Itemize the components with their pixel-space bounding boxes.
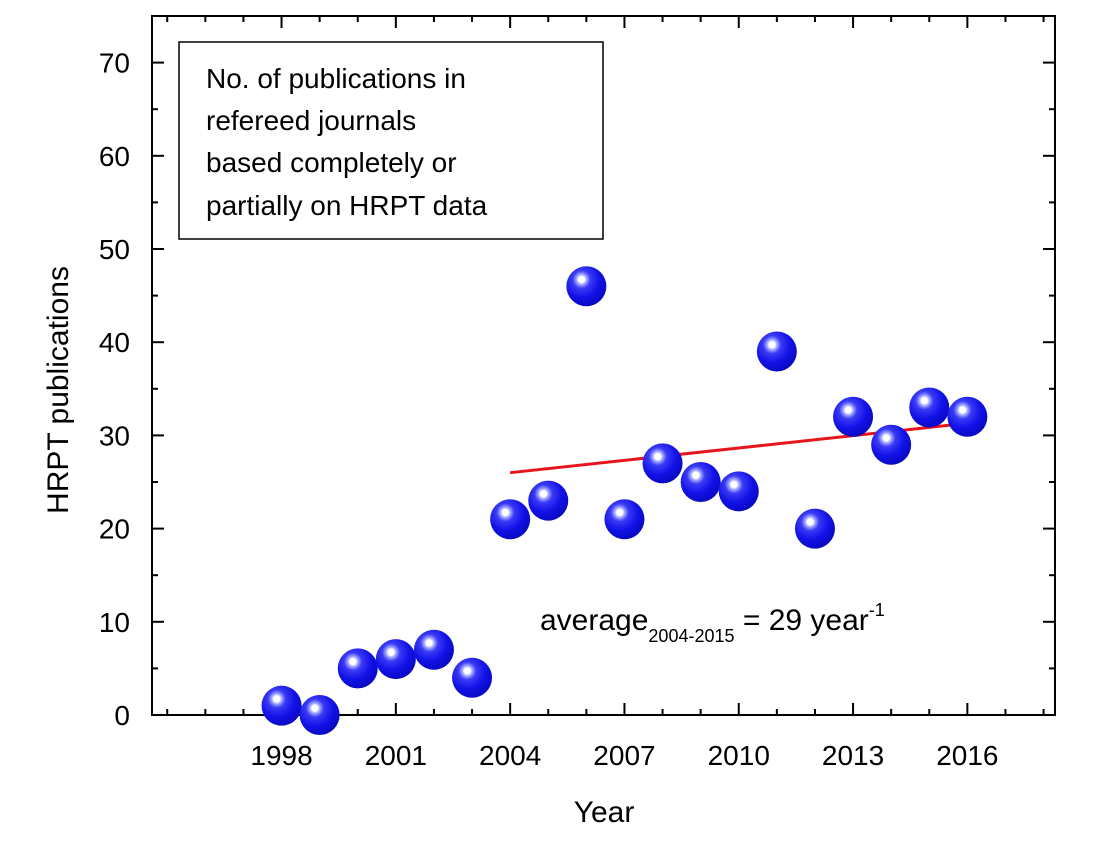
data-point [909, 387, 950, 428]
data-points [261, 266, 988, 735]
average-value: = 29 year [735, 604, 869, 637]
y-tick-label: 0 [114, 700, 130, 731]
data-point [261, 685, 302, 726]
data-point [490, 499, 531, 540]
y-tick-label: 70 [99, 48, 130, 79]
x-tick-label: 2001 [365, 740, 427, 771]
average-superscript: -1 [869, 600, 885, 620]
x-tick-label: 2007 [593, 740, 655, 771]
data-point [604, 499, 645, 540]
data-point [452, 657, 493, 698]
data-point [756, 331, 797, 372]
data-point [337, 648, 378, 689]
average-annotation: average2004-2015 = 29 year-1 [540, 600, 885, 646]
note-line-2: refereed journals [206, 105, 416, 136]
data-point [794, 508, 835, 549]
data-point [528, 480, 569, 521]
note-box-frame [178, 41, 604, 240]
y-tick-label: 60 [99, 141, 130, 172]
note-line-4: partially on HRPT data [206, 190, 488, 221]
x-ticks: 1998 2001 2004 2007 2010 2013 2016 [166, 16, 1045, 771]
y-axis-title: HRPT publications [42, 266, 75, 514]
note-line-3: based completely or [206, 147, 457, 178]
data-point [299, 695, 340, 735]
data-point [871, 424, 912, 465]
average-main: average [540, 604, 648, 637]
y-tick-label: 30 [99, 420, 130, 451]
y-ticks: 0 10 20 30 40 50 60 70 [99, 15, 1055, 731]
plot-frame [151, 15, 1056, 716]
y-tick-label: 50 [99, 234, 130, 265]
data-point [718, 471, 759, 512]
data-point [375, 639, 416, 680]
y-tick-label: 10 [99, 607, 130, 638]
x-tick-label: 2010 [708, 740, 770, 771]
x-tick-label: 2016 [936, 740, 998, 771]
data-point [642, 443, 683, 484]
y-tick-label: 20 [99, 514, 130, 545]
x-tick-label: 2004 [479, 740, 541, 771]
average-subscript: 2004-2015 [648, 626, 734, 646]
note-line-1: No. of publications in [206, 63, 466, 94]
data-point [680, 462, 721, 502]
note-box: No. of publications in refereed journals… [178, 41, 604, 240]
x-tick-label: 1998 [250, 740, 312, 771]
data-point [413, 629, 454, 670]
x-tick-label: 2013 [822, 740, 884, 771]
data-point [566, 266, 607, 307]
data-point [947, 396, 988, 437]
y-tick-label: 40 [99, 327, 130, 358]
x-axis-title: Year [574, 796, 635, 829]
data-point [833, 396, 874, 437]
